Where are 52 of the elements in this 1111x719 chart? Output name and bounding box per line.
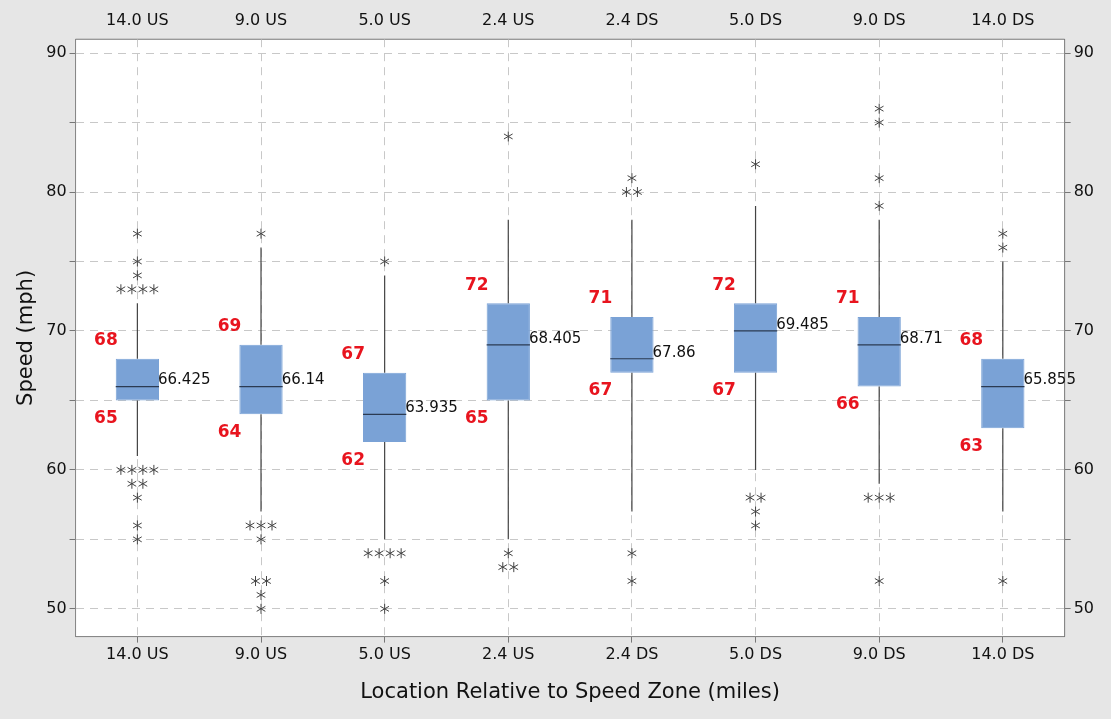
- annotation: 66.425: [158, 370, 211, 389]
- annotation: 67: [712, 379, 736, 400]
- annotation: 72: [712, 273, 736, 294]
- category-label: 2.4 US: [482, 9, 535, 29]
- y-tick-label: 80: [46, 181, 67, 201]
- annotation: 64: [217, 420, 242, 441]
- y-axis-title: Speed (mph): [13, 269, 38, 406]
- annotation: 67: [588, 379, 613, 400]
- annotation: 63: [959, 434, 984, 455]
- x-axis-title: Location Relative to Speed Zone (miles): [360, 678, 780, 703]
- y2-tick-label: 70: [1073, 320, 1094, 340]
- annotation: 69.485: [776, 314, 829, 333]
- y2-tick-label: 50: [1073, 597, 1094, 617]
- annotation: 69: [217, 315, 242, 336]
- category-label: 14.0 DS: [971, 9, 1035, 29]
- y2-tick-label: 80: [1073, 181, 1094, 201]
- y2-tick-label: 60: [1073, 459, 1094, 479]
- annotation: 71: [835, 287, 860, 308]
- annotation: 68: [94, 329, 118, 350]
- annotation: 65: [94, 406, 118, 427]
- annotation: 68.405: [528, 328, 582, 347]
- annotation: 63.935: [405, 398, 458, 417]
- annotation: 72: [464, 273, 489, 294]
- annotation: 66: [835, 392, 860, 413]
- annotation: 66.14: [281, 370, 325, 389]
- x-tick-label: 2.4 US: [482, 644, 535, 664]
- category-label: 5.0 US: [358, 9, 411, 29]
- y-tick-label: 90: [46, 42, 67, 62]
- category-label: 2.4 DS: [605, 9, 659, 29]
- category-label: 9.0 US: [234, 9, 288, 29]
- annotation: 68.71: [899, 328, 943, 347]
- x-tick-label: 5.0 DS: [729, 644, 783, 664]
- y2-tick-label: 90: [1073, 42, 1094, 62]
- annotation: 62: [341, 448, 366, 469]
- category-label: 14.0 US: [106, 9, 169, 29]
- x-tick-label: 14.0 US: [106, 644, 169, 664]
- x-tick-label: 2.4 DS: [605, 644, 659, 664]
- x-tick-label: 9.0 DS: [852, 644, 906, 664]
- y-tick-label: 60: [46, 459, 67, 479]
- category-label: 5.0 DS: [729, 9, 783, 29]
- x-tick-label: 9.0 US: [234, 644, 288, 664]
- x-tick-label: 5.0 US: [358, 644, 411, 664]
- annotation: 67.86: [652, 342, 696, 361]
- x-tick-label: 14.0 DS: [971, 644, 1035, 664]
- annotation: 71: [588, 287, 613, 308]
- annotation: 65: [464, 406, 489, 427]
- annotation: 65.855: [1023, 370, 1076, 389]
- category-label: 9.0 DS: [852, 9, 906, 29]
- annotation: 68: [959, 329, 984, 350]
- y-tick-label: 50: [46, 597, 67, 617]
- annotation: 67: [341, 343, 366, 364]
- y-tick-label: 70: [46, 320, 67, 340]
